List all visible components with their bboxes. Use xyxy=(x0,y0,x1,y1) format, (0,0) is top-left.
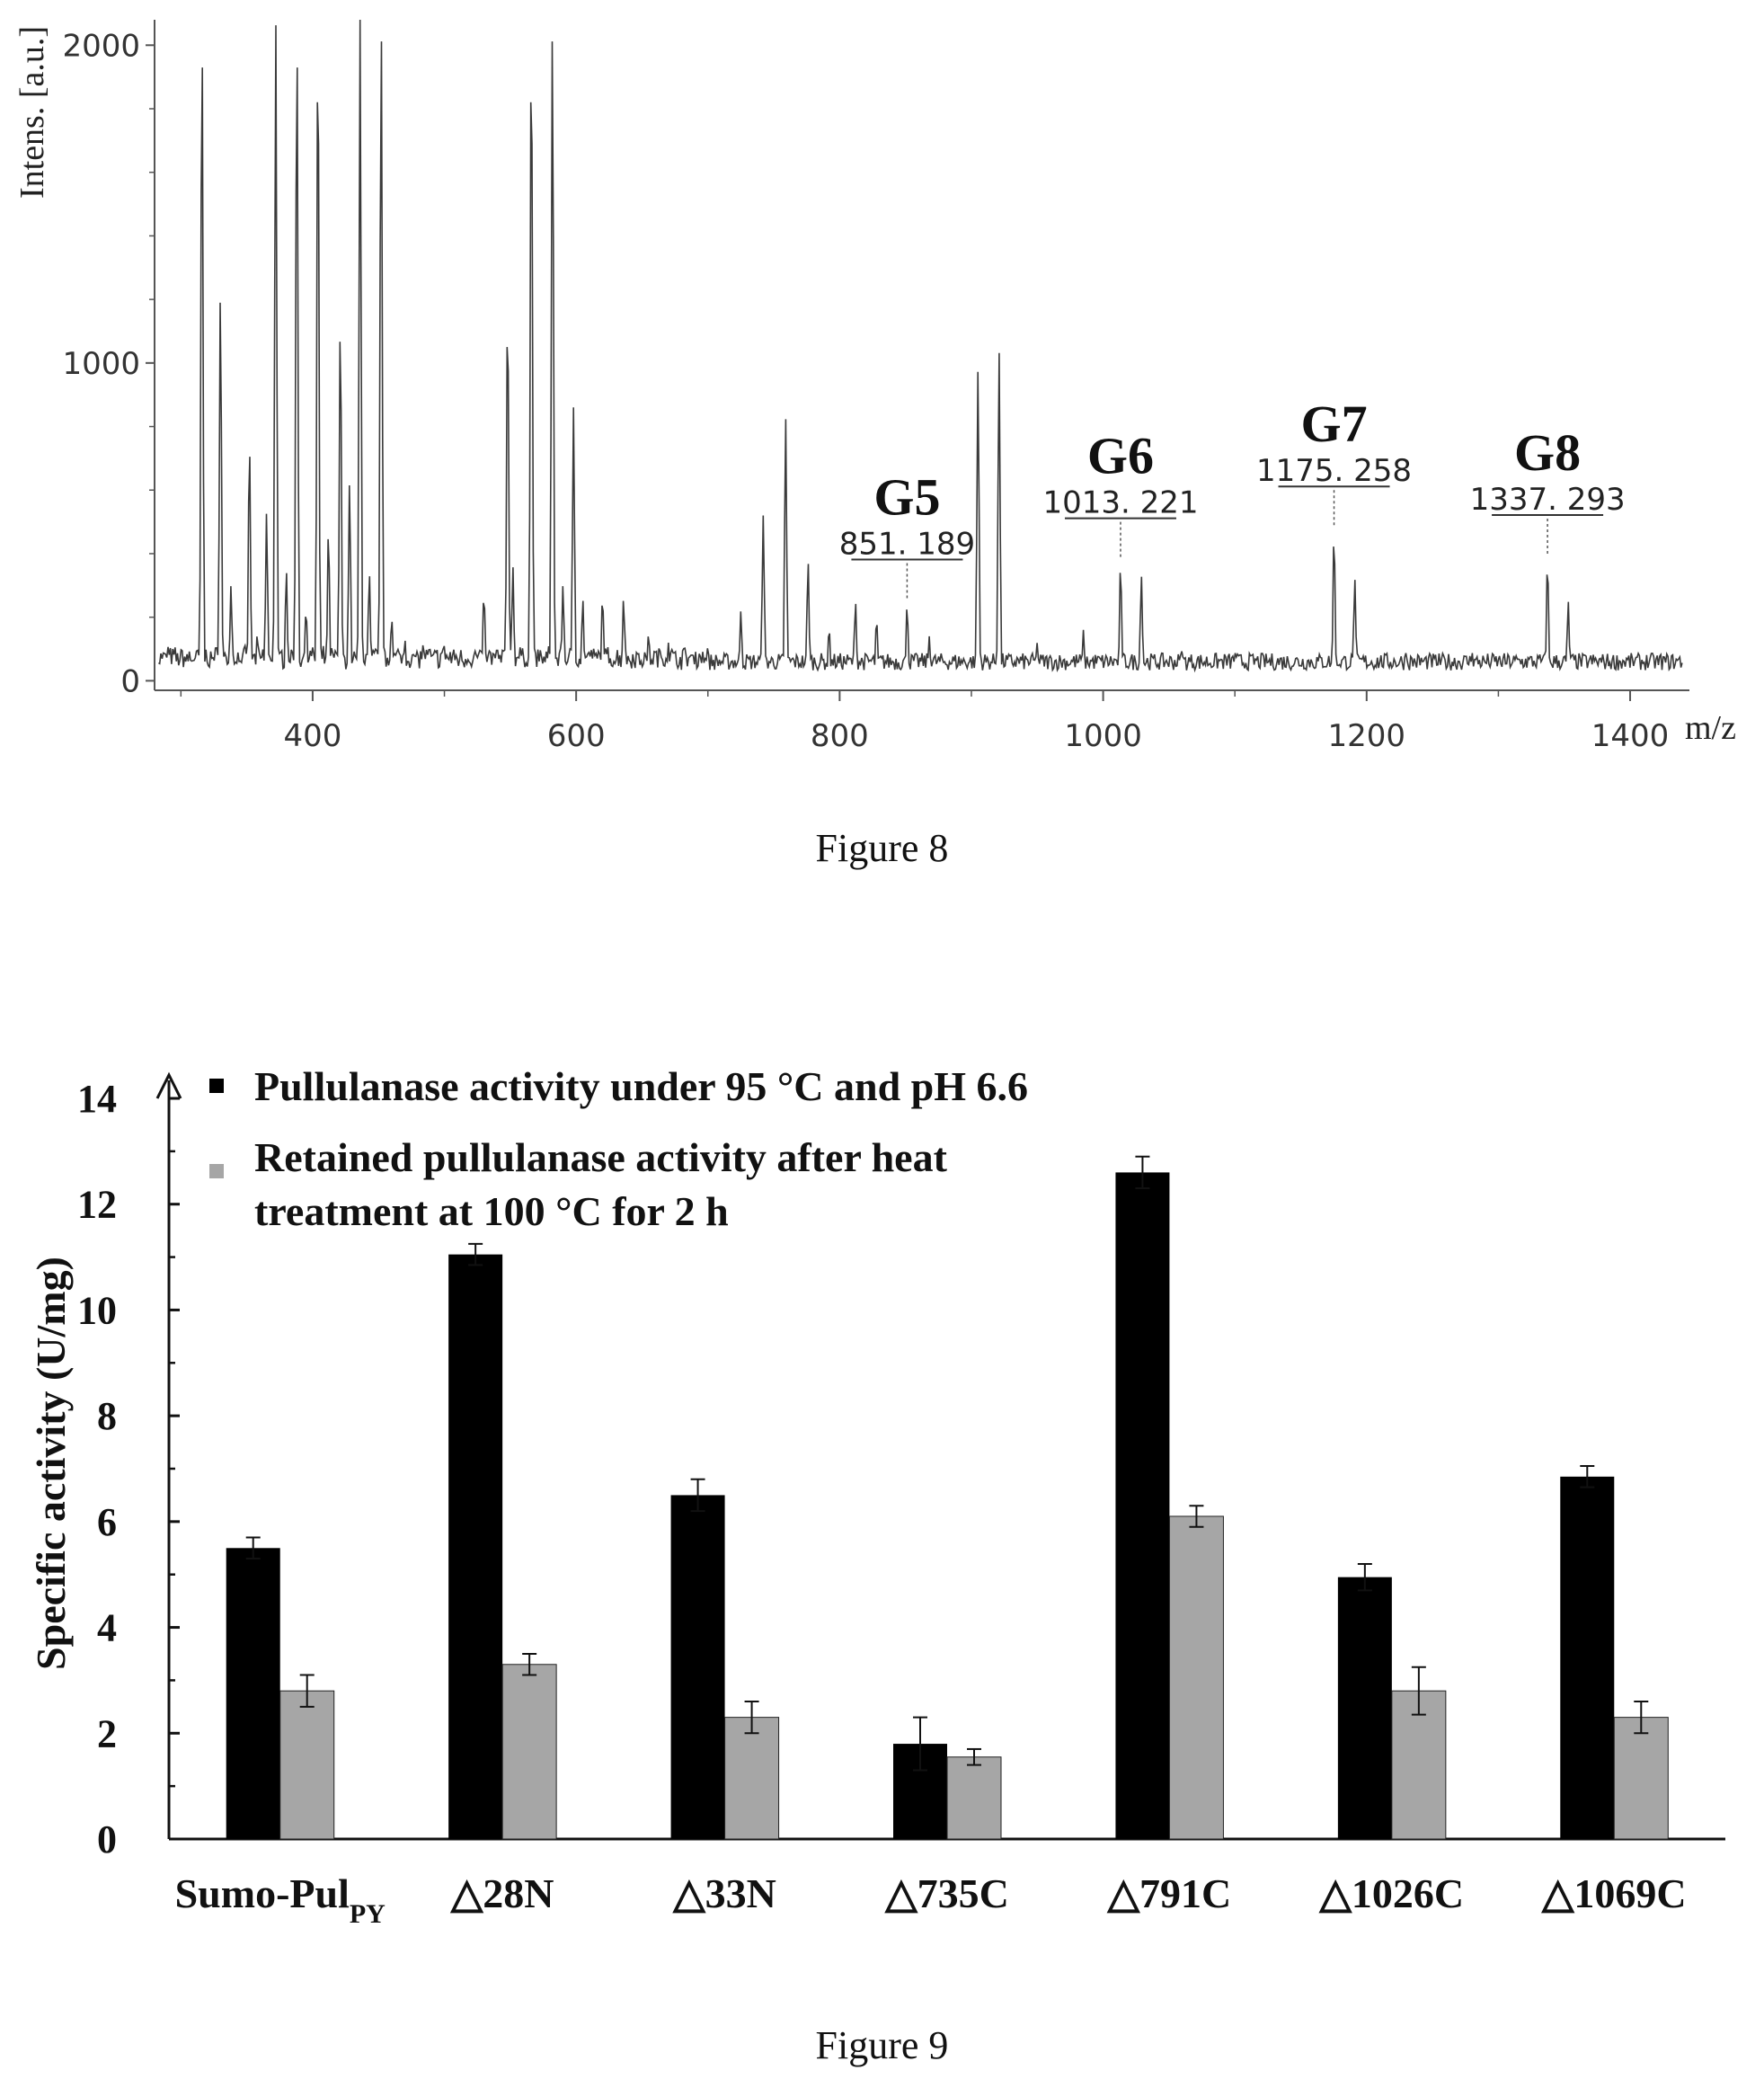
x-axis-label: m/z xyxy=(1685,709,1736,747)
bar-y-tick-label: 12 xyxy=(77,1183,117,1227)
figure-8-caption: Figure 8 xyxy=(815,826,949,870)
bar xyxy=(1613,1717,1669,1840)
bar-chart-bars xyxy=(226,1155,1669,1840)
bar-y-axis-label: Specific activity (U/mg) xyxy=(28,1257,74,1670)
bar xyxy=(1115,1172,1170,1839)
y-tick-label: 2000 xyxy=(62,28,140,64)
bar-category-label: Sumo-PulPY xyxy=(175,1870,386,1929)
peak-mz-value: 1337. 293 xyxy=(1470,482,1626,518)
bar xyxy=(946,1756,1002,1840)
peak-label-g5: G5 xyxy=(873,468,940,527)
category-subscript: PY xyxy=(350,1899,386,1929)
x-tick-label: 1000 xyxy=(1064,718,1142,754)
legend-label-series2-line: Retained pullulanase activity after heat xyxy=(254,1134,948,1180)
peak-label-g8: G8 xyxy=(1514,423,1581,482)
x-tick-label: 800 xyxy=(811,718,869,754)
bar xyxy=(1168,1515,1224,1840)
bar xyxy=(448,1254,503,1839)
bar xyxy=(226,1548,280,1839)
x-tick-label: 400 xyxy=(283,718,341,754)
y-axis-arrowhead xyxy=(155,1071,182,1099)
legend-swatch-series1 xyxy=(209,1079,224,1093)
bar-y-tick-label: 10 xyxy=(77,1288,117,1332)
spectrum-ticks: 400 600 800 1000 1200 1400 0 1000 2000 xyxy=(62,28,1669,754)
peak-mz-value: 1013. 221 xyxy=(1042,485,1198,521)
bar-y-tick-label: 8 xyxy=(97,1394,117,1438)
x-tick-label: 600 xyxy=(547,718,606,754)
bar xyxy=(670,1495,725,1839)
peak-label-g7: G7 xyxy=(1300,395,1367,453)
bar-category-label: △33N xyxy=(671,1870,776,1916)
bar-y-tick-label: 6 xyxy=(97,1500,117,1544)
bar xyxy=(279,1690,335,1840)
bar xyxy=(1337,1577,1392,1839)
bar xyxy=(501,1664,557,1840)
peak-mz-value: 851. 189 xyxy=(839,527,975,563)
peak-mz-value: 1175. 258 xyxy=(1256,453,1412,489)
bar xyxy=(724,1717,780,1840)
legend-label-series1: Pullulanase activity under 95 °C and pH … xyxy=(254,1063,1028,1109)
y-axis-label: Intens. [a.u.] xyxy=(13,26,51,199)
x-tick-label: 1200 xyxy=(1328,718,1406,754)
spectrum-line xyxy=(158,19,1683,673)
bar-category-label: △1026C xyxy=(1318,1870,1465,1916)
bar-y-tick-label: 14 xyxy=(77,1077,117,1121)
x-tick-label: 1400 xyxy=(1591,718,1670,754)
bar xyxy=(1560,1476,1615,1839)
bar-y-tick-label: 4 xyxy=(97,1606,117,1650)
bar-chart-legend: Pullulanase activity under 95 °C and pH … xyxy=(209,1063,1028,1234)
spectrum-trace xyxy=(158,19,1683,673)
y-tick-label: 0 xyxy=(120,663,140,699)
bar-category-label: △1069C xyxy=(1540,1870,1687,1916)
bar-category-label: △28N xyxy=(449,1870,554,1916)
bar-category-label: △791C xyxy=(1106,1870,1232,1916)
spectrum-axes xyxy=(154,20,1689,691)
bar-y-tick-label: 0 xyxy=(97,1817,117,1861)
bar-y-tick-label: 2 xyxy=(97,1711,117,1755)
peak-label-g6: G6 xyxy=(1087,427,1154,485)
figure-9-caption: Figure 9 xyxy=(815,2023,949,2067)
legend-label-series2-line: treatment at 100 °C for 2 h xyxy=(254,1188,729,1234)
bar-category-label: △735C xyxy=(883,1870,1009,1916)
y-tick-label: 1000 xyxy=(62,346,140,382)
legend-swatch-series2 xyxy=(209,1164,224,1178)
